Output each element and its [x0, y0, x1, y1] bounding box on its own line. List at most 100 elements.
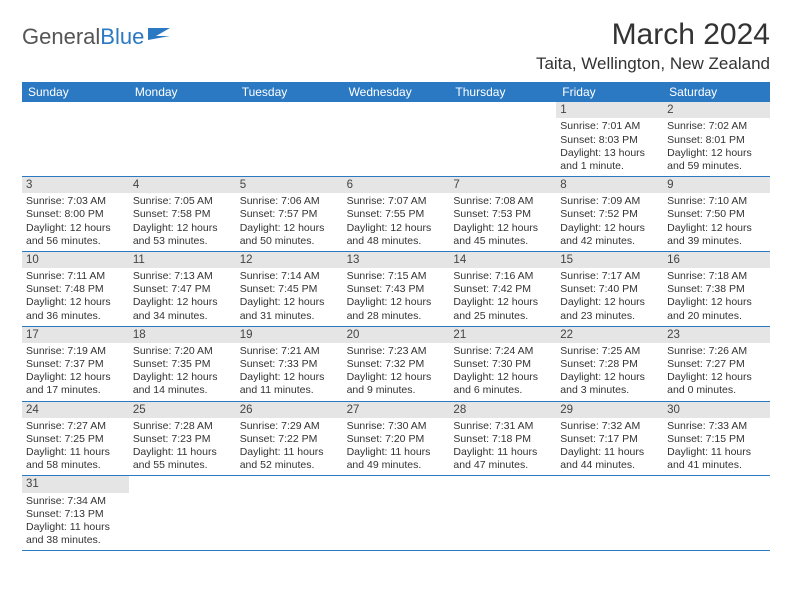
day-header: Wednesday: [343, 82, 450, 102]
day-number: 17: [22, 327, 129, 343]
day-number: 24: [22, 402, 129, 418]
week-row: 1Sunrise: 7:01 AMSunset: 8:03 PMDaylight…: [22, 102, 770, 177]
sunset-text: Sunset: 7:15 PM: [667, 433, 766, 446]
daylight-text: Daylight: 12 hours and 48 minutes.: [347, 222, 446, 248]
logo: GeneralBlue: [22, 24, 174, 50]
sunset-text: Sunset: 7:20 PM: [347, 433, 446, 446]
logo-text-1: General: [22, 24, 100, 50]
sunrise-text: Sunrise: 7:17 AM: [560, 270, 659, 283]
calendar-cell-empty: [343, 476, 450, 550]
calendar-cell: 13Sunrise: 7:15 AMSunset: 7:43 PMDayligh…: [343, 252, 450, 326]
sunrise-text: Sunrise: 7:23 AM: [347, 345, 446, 358]
sunset-text: Sunset: 7:27 PM: [667, 358, 766, 371]
day-number: 16: [663, 252, 770, 268]
day-number-empty: [22, 102, 129, 118]
sunset-text: Sunset: 8:01 PM: [667, 134, 766, 147]
sunset-text: Sunset: 7:32 PM: [347, 358, 446, 371]
location: Taita, Wellington, New Zealand: [536, 54, 770, 74]
sunrise-text: Sunrise: 7:02 AM: [667, 120, 766, 133]
day-number: 28: [449, 402, 556, 418]
day-number: 29: [556, 402, 663, 418]
week-row: 24Sunrise: 7:27 AMSunset: 7:25 PMDayligh…: [22, 402, 770, 477]
calendar-cell-empty: [236, 102, 343, 176]
calendar-cell: 10Sunrise: 7:11 AMSunset: 7:48 PMDayligh…: [22, 252, 129, 326]
sunrise-text: Sunrise: 7:20 AM: [133, 345, 232, 358]
calendar-cell: 26Sunrise: 7:29 AMSunset: 7:22 PMDayligh…: [236, 402, 343, 476]
sunset-text: Sunset: 7:38 PM: [667, 283, 766, 296]
sunrise-text: Sunrise: 7:10 AM: [667, 195, 766, 208]
sunrise-text: Sunrise: 7:08 AM: [453, 195, 552, 208]
day-number: 5: [236, 177, 343, 193]
sunrise-text: Sunrise: 7:15 AM: [347, 270, 446, 283]
month-title: March 2024: [536, 18, 770, 52]
daylight-text: Daylight: 11 hours and 41 minutes.: [667, 446, 766, 472]
daylight-text: Daylight: 11 hours and 38 minutes.: [26, 521, 125, 547]
sunset-text: Sunset: 7:37 PM: [26, 358, 125, 371]
sunset-text: Sunset: 7:35 PM: [133, 358, 232, 371]
calendar-cell: 4Sunrise: 7:05 AMSunset: 7:58 PMDaylight…: [129, 177, 236, 251]
daylight-text: Daylight: 11 hours and 47 minutes.: [453, 446, 552, 472]
sunrise-text: Sunrise: 7:29 AM: [240, 420, 339, 433]
weeks-container: 1Sunrise: 7:01 AMSunset: 8:03 PMDaylight…: [22, 102, 770, 551]
daylight-text: Daylight: 12 hours and 42 minutes.: [560, 222, 659, 248]
calendar-cell: 24Sunrise: 7:27 AMSunset: 7:25 PMDayligh…: [22, 402, 129, 476]
day-number: 3: [22, 177, 129, 193]
calendar-cell: 16Sunrise: 7:18 AMSunset: 7:38 PMDayligh…: [663, 252, 770, 326]
daylight-text: Daylight: 11 hours and 52 minutes.: [240, 446, 339, 472]
day-number: 12: [236, 252, 343, 268]
sunset-text: Sunset: 7:28 PM: [560, 358, 659, 371]
sunrise-text: Sunrise: 7:06 AM: [240, 195, 339, 208]
calendar-cell: 5 Sunrise: 7:06 AMSunset: 7:57 PMDaylight…: [236, 177, 343, 251]
calendar-cell-empty: [236, 476, 343, 550]
sunrise-text: Sunrise: 7:28 AM: [133, 420, 232, 433]
sunrise-text: Sunrise: 7:01 AM: [560, 120, 659, 133]
day-number: 6: [343, 177, 450, 193]
sunset-text: Sunset: 7:33 PM: [240, 358, 339, 371]
day-number: 30: [663, 402, 770, 418]
sunset-text: Sunset: 7:57 PM: [240, 208, 339, 221]
sunrise-text: Sunrise: 7:14 AM: [240, 270, 339, 283]
daylight-text: Daylight: 12 hours and 28 minutes.: [347, 296, 446, 322]
sunrise-text: Sunrise: 7:30 AM: [347, 420, 446, 433]
calendar-cell: 19Sunrise: 7:21 AMSunset: 7:33 PMDayligh…: [236, 327, 343, 401]
day-number: 14: [449, 252, 556, 268]
sunrise-text: Sunrise: 7:24 AM: [453, 345, 552, 358]
calendar-cell: 14Sunrise: 7:16 AMSunset: 7:42 PMDayligh…: [449, 252, 556, 326]
calendar-cell: 9Sunrise: 7:10 AMSunset: 7:50 PMDaylight…: [663, 177, 770, 251]
sunrise-text: Sunrise: 7:32 AM: [560, 420, 659, 433]
sunset-text: Sunset: 7:52 PM: [560, 208, 659, 221]
day-number: 15: [556, 252, 663, 268]
calendar-cell: 20 Sunrise: 7:23 AMSunset: 7:32 PMDayligh…: [343, 327, 450, 401]
day-number: 20: [343, 327, 450, 343]
day-number-empty: [129, 102, 236, 118]
sunrise-text: Sunrise: 7:33 AM: [667, 420, 766, 433]
daylight-text: Daylight: 12 hours and 20 minutes.: [667, 296, 766, 322]
daylight-text: Daylight: 12 hours and 50 minutes.: [240, 222, 339, 248]
sunset-text: Sunset: 7:58 PM: [133, 208, 232, 221]
calendar-cell: 28Sunrise: 7:31 AMSunset: 7:18 PMDayligh…: [449, 402, 556, 476]
sunset-text: Sunset: 8:03 PM: [560, 134, 659, 147]
calendar-cell: 31Sunrise: 7:34 AMSunset: 7:13 PMDayligh…: [22, 476, 129, 550]
calendar-cell: 23Sunrise: 7:26 AMSunset: 7:27 PMDayligh…: [663, 327, 770, 401]
daylight-text: Daylight: 12 hours and 11 minutes.: [240, 371, 339, 397]
day-header-row: Sunday Monday Tuesday Wednesday Thursday…: [22, 82, 770, 102]
sunrise-text: Sunrise: 7:13 AM: [133, 270, 232, 283]
sunset-text: Sunset: 7:42 PM: [453, 283, 552, 296]
daylight-text: Daylight: 12 hours and 9 minutes.: [347, 371, 446, 397]
daylight-text: Daylight: 12 hours and 53 minutes.: [133, 222, 232, 248]
day-number: 8: [556, 177, 663, 193]
week-row: 10Sunrise: 7:11 AMSunset: 7:48 PMDayligh…: [22, 252, 770, 327]
day-header: Saturday: [663, 82, 770, 102]
daylight-text: Daylight: 11 hours and 44 minutes.: [560, 446, 659, 472]
daylight-text: Daylight: 11 hours and 55 minutes.: [133, 446, 232, 472]
calendar-cell-empty: [449, 102, 556, 176]
sunset-text: Sunset: 7:30 PM: [453, 358, 552, 371]
calendar-cell-empty: [129, 102, 236, 176]
sunset-text: Sunset: 8:00 PM: [26, 208, 125, 221]
sunrise-text: Sunrise: 7:09 AM: [560, 195, 659, 208]
sunset-text: Sunset: 7:23 PM: [133, 433, 232, 446]
calendar-cell: 22Sunrise: 7:25 AMSunset: 7:28 PMDayligh…: [556, 327, 663, 401]
sunrise-text: Sunrise: 7:21 AM: [240, 345, 339, 358]
sunrise-text: Sunrise: 7:11 AM: [26, 270, 125, 283]
daylight-text: Daylight: 13 hours and 1 minute.: [560, 147, 659, 173]
